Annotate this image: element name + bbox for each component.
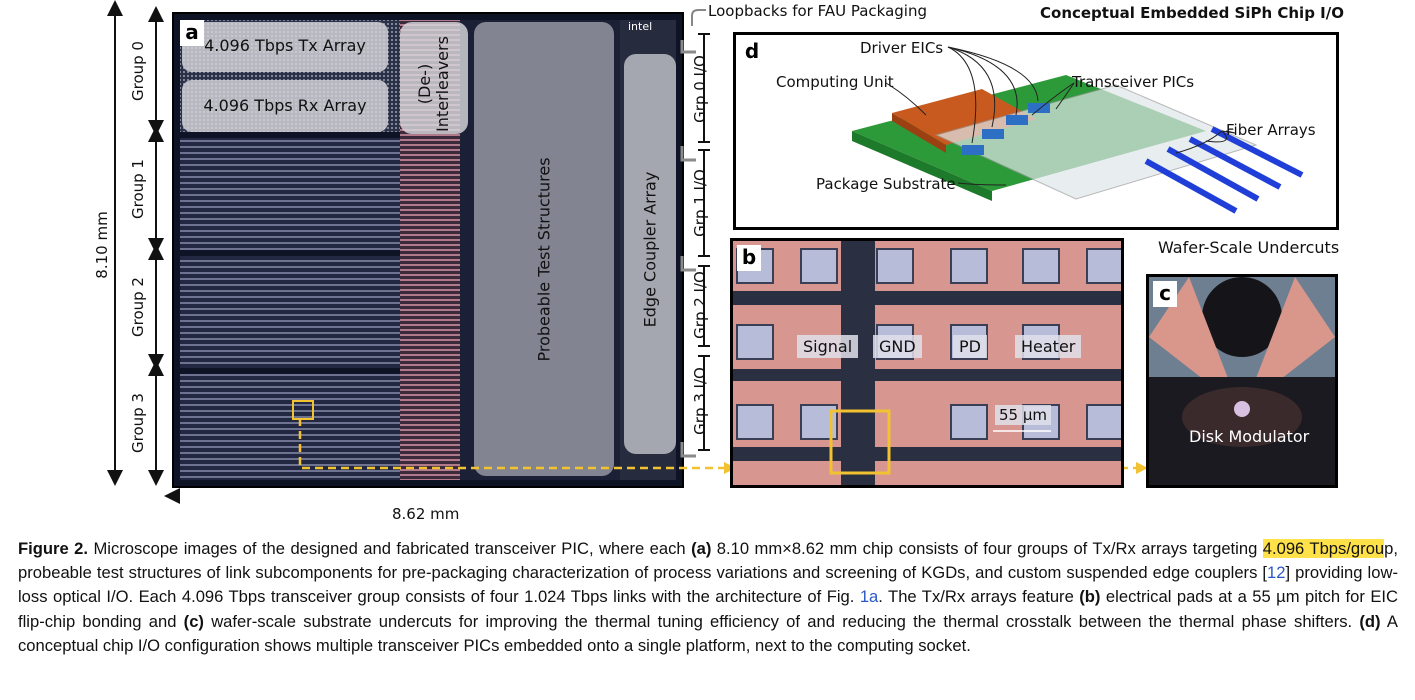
caption-text: . The Tx/Rx arrays feature: [878, 587, 1080, 607]
caption-text: ] providing low-loss optical I/O. Each 4…: [18, 563, 1398, 607]
io-brackets: [680, 33, 710, 458]
panel-b-micrograph: b Signal GND PD Heater 55 µm: [730, 238, 1124, 488]
computing-unit-label: Computing Unit: [776, 73, 894, 91]
caption-text: Microscope images of the designed and fa…: [88, 539, 692, 558]
chip-micrograph: 4.096 Tbps Tx Array 4.096 Tbps Rx Array …: [172, 12, 684, 488]
width-dimension-label: 8.62 mm: [392, 505, 460, 523]
panel-d: d Driver EICs Computing Unit Transceiver…: [733, 32, 1339, 230]
signal-pad-label: Signal: [797, 335, 859, 358]
fiber-arrays-label: Fiber Arrays: [1226, 121, 1316, 139]
grp-3-io-label: Grp 3 I/O: [691, 367, 709, 435]
caption-panel-a-ref: (a): [691, 539, 712, 558]
intel-logo: intel: [628, 20, 653, 33]
loopbacks-label: Loopbacks for FAU Packaging: [708, 2, 927, 20]
rx-array-label: 4.096 Tbps Rx Array: [203, 96, 367, 115]
gnd-pad-label: GND: [873, 335, 922, 358]
citation-link[interactable]: 12: [1267, 563, 1286, 583]
caption-text: wafer-scale substrate undercuts for impr…: [203, 611, 1360, 631]
disk-modulator-label: Disk Modulator: [1189, 427, 1310, 446]
grp-1-io-label: Grp 1 I/O: [691, 169, 709, 237]
loopback-icon: [691, 9, 706, 26]
panel-c-letter: c: [1153, 281, 1177, 307]
caption-text: A conceptual chip I/O configuration show…: [18, 611, 1398, 655]
dimension-arrows: [107, 0, 180, 504]
pitch-label: 55 µm: [995, 405, 1052, 425]
caption-figure-number: Figure 2.: [18, 539, 88, 558]
rx-array-box: [182, 80, 388, 132]
panel-c-micrograph: c Disk Modulator: [1146, 274, 1338, 488]
zoom-region-marker: [292, 400, 314, 420]
figure-link[interactable]: 1a: [859, 587, 879, 607]
figure-caption: Figure 2. Microscope images of the desig…: [18, 537, 1398, 658]
panel-d-letter: d: [740, 39, 764, 65]
caption-panel-c-ref: (c): [183, 611, 204, 631]
caption-panel-d-ref: (d): [1359, 611, 1381, 631]
caption-highlight: 4.096 Tbps/grou: [1262, 539, 1385, 558]
heater-pad-label: Heater: [1015, 335, 1082, 358]
panel-b-letter: b: [737, 245, 761, 271]
package-substrate-label: Package Substrate: [816, 175, 956, 193]
transceiver-pics-label: Transceiver PICs: [1072, 73, 1195, 91]
panel-c-title: Wafer-Scale Undercuts: [1158, 238, 1340, 257]
caption-text: p, probeable test structures of link sub…: [18, 539, 1398, 583]
interleavers-box: [400, 22, 468, 134]
grp-2-io-label: Grp 2 I/O: [691, 271, 709, 339]
panel-d-title: Conceptual Embedded SiPh Chip I/O: [1040, 4, 1344, 22]
pd-pad-label: PD: [953, 335, 987, 358]
tx-array-label: 4.096 Tbps Tx Array: [204, 36, 366, 55]
edge-coupler-box: [624, 54, 676, 454]
caption-text: electrical pads at a 55 µm pitch for EIC…: [18, 587, 1398, 631]
test-structures-box: [474, 22, 614, 476]
grp-0-io-label: Grp 0 I/O: [691, 55, 709, 123]
caption-panel-b-ref: (b): [1079, 587, 1101, 607]
panel-a-letter: a: [180, 20, 204, 46]
tx-array-box: [182, 22, 388, 72]
caption-text: 8.10 mm×8.62 mm chip consists of four gr…: [711, 539, 1263, 558]
driver-eics-label: Driver EICs: [860, 39, 944, 57]
